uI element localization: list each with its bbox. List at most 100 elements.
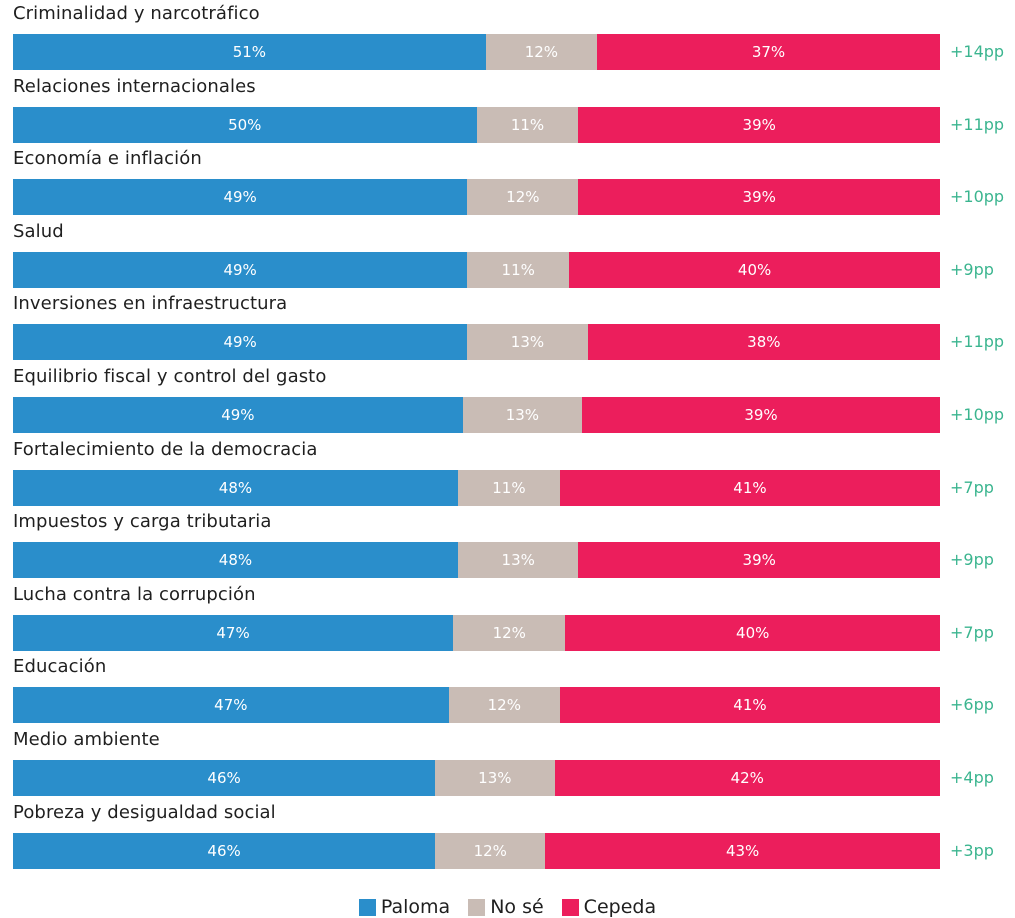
legend-swatch-paloma <box>358 898 376 916</box>
category-label: Economía e inflación <box>13 148 202 170</box>
bar-row: Lucha contra la corrupción 47% 12% 40% +7pp <box>0 581 1015 654</box>
stacked-bar: 49% 12% 39% <box>13 179 940 216</box>
stacked-bar: 50% 11% 39% <box>13 106 940 143</box>
data-label: 46% <box>207 841 241 860</box>
bar-segment-nose: 11% <box>476 106 579 143</box>
bar-segment-nose: 13% <box>467 324 588 361</box>
data-label: 39% <box>742 188 776 207</box>
category-label: Salud <box>13 220 64 242</box>
stacked-bar: 49% 13% 39% <box>13 397 940 433</box>
category-label: Fortalecimiento de la democracia <box>13 438 318 460</box>
chart-legend: Paloma No sé Cepeda <box>0 896 1015 918</box>
bar-segment-cepeda: 40% <box>569 251 940 288</box>
data-label: 49% <box>223 188 257 207</box>
bar-segment-nose: 12% <box>448 687 560 724</box>
bar-row: Economía e inflación 49% 12% 39% +10pp <box>0 145 1015 218</box>
bar-segment-nose: 13% <box>462 397 583 433</box>
bar-segment-cepeda: 39% <box>578 542 940 579</box>
data-label: 41% <box>733 696 767 715</box>
bar-segment-paloma: 46% <box>13 832 436 869</box>
data-label: 51% <box>232 43 267 61</box>
bar-segment-paloma: 48% <box>13 469 458 506</box>
data-label: 12% <box>487 696 521 715</box>
data-label: 40% <box>737 260 772 279</box>
difference-label: +11pp <box>950 114 1005 134</box>
category-label: Pobreza y desigualdad social <box>13 801 276 823</box>
data-label: 49% <box>221 406 255 424</box>
bar-segment-cepeda: 37% <box>597 34 940 70</box>
bar-row: Relaciones internacionales 50% 11% 39% +11pp <box>0 73 1015 146</box>
legend-label-paloma: Paloma <box>380 896 451 918</box>
bar-segment-nose: 12% <box>467 179 579 216</box>
data-label: 49% <box>223 333 257 352</box>
data-label: 13% <box>478 769 512 787</box>
data-label: 46% <box>207 769 241 787</box>
category-label: Impuestos y carga tributaria <box>13 511 272 533</box>
legend-label-nose: No sé <box>490 896 544 918</box>
difference-label: +10pp <box>950 405 1005 424</box>
bar-segment-cepeda: 39% <box>578 179 940 216</box>
bar-row: Equilibrio fiscal y control del gasto 49%… <box>0 363 1015 436</box>
data-label: 11% <box>492 478 526 497</box>
data-label: 12% <box>473 841 507 860</box>
bar-segment-paloma: 51% <box>13 34 486 70</box>
difference-label: +7pp <box>950 622 994 642</box>
data-label: 12% <box>492 623 526 642</box>
stacked-bar-chart: Criminalidad y narcotráfico 51% 12% 37% +14p… <box>0 3 1015 872</box>
category-label: Criminalidad y narcotráfico <box>13 3 260 24</box>
bar-row: Inversiones en infraestructura 49% 13% 38% +… <box>0 290 1015 363</box>
category-label: Educación <box>13 656 107 678</box>
category-label: Lucha contra la corrupción <box>13 583 256 605</box>
data-label: 12% <box>506 188 540 207</box>
difference-label: +10pp <box>950 187 1005 207</box>
data-label: 47% <box>214 696 248 715</box>
bar-row: Impuestos y carga tributaria 48% 13% 39% +9p… <box>0 508 1015 581</box>
bar-segment-paloma: 49% <box>13 179 468 216</box>
stacked-bar: 47% 12% 40% <box>13 614 940 651</box>
bar-segment-paloma: 48% <box>13 542 458 579</box>
bar-row: Fortalecimiento de la democracia 48% 11% 41… <box>0 436 1015 509</box>
data-label: 48% <box>218 551 253 570</box>
difference-label: +4pp <box>950 768 994 787</box>
bar-row: Educación 47% 12% 41% +6pp <box>0 653 1015 726</box>
bar-segment-nose: 13% <box>435 760 555 796</box>
data-label: 50% <box>228 115 262 134</box>
data-label: 13% <box>505 406 540 424</box>
bar-segment-paloma: 49% <box>13 324 468 361</box>
stacked-bar: 46% 13% 42% <box>13 760 940 796</box>
difference-label: +6pp <box>950 695 994 715</box>
data-label: 38% <box>747 333 781 352</box>
category-label: Medio ambiente <box>13 729 160 750</box>
stacked-bar: 47% 12% 41% <box>13 687 940 724</box>
data-label: 48% <box>218 478 253 497</box>
legend-swatch-cepeda <box>561 898 579 916</box>
difference-label: +9pp <box>950 550 994 570</box>
data-label: 12% <box>524 43 559 61</box>
bar-segment-cepeda: 43% <box>545 832 940 869</box>
bar-row: Medio ambiente 46% 13% 42% +4pp <box>0 726 1015 799</box>
bar-segment-cepeda: 39% <box>578 106 940 143</box>
data-label: 39% <box>742 115 776 134</box>
bar-row: Pobreza y desigualdad social 46% 12% 43% +3p… <box>0 799 1015 872</box>
data-label: 42% <box>730 769 764 787</box>
stacked-bar: 48% 11% 41% <box>13 469 940 506</box>
stacked-bar: 51% 12% 37% <box>13 34 940 70</box>
bar-segment-paloma: 47% <box>13 687 449 724</box>
difference-label: +7pp <box>950 477 994 497</box>
bar-segment-paloma: 47% <box>13 614 454 651</box>
data-label: 37% <box>751 43 786 61</box>
bar-segment-cepeda: 38% <box>587 324 940 361</box>
category-label: Inversiones en infraestructura <box>13 293 288 315</box>
data-label: 41% <box>733 478 767 497</box>
bar-segment-cepeda: 40% <box>565 614 940 651</box>
data-label: 11% <box>501 260 535 279</box>
stacked-bar: 49% 11% 40% <box>13 251 940 288</box>
difference-label: +11pp <box>950 332 1005 352</box>
category-label: Relaciones internacionales <box>13 75 256 97</box>
data-label: 43% <box>725 841 760 860</box>
legend-item-nose: No sé <box>468 896 544 918</box>
stacked-bar: 49% 13% 38% <box>13 324 940 361</box>
bar-segment-nose: 12% <box>453 614 566 651</box>
category-label: Equilibrio fiscal y control del gasto <box>13 366 327 387</box>
data-label: 13% <box>510 333 545 352</box>
